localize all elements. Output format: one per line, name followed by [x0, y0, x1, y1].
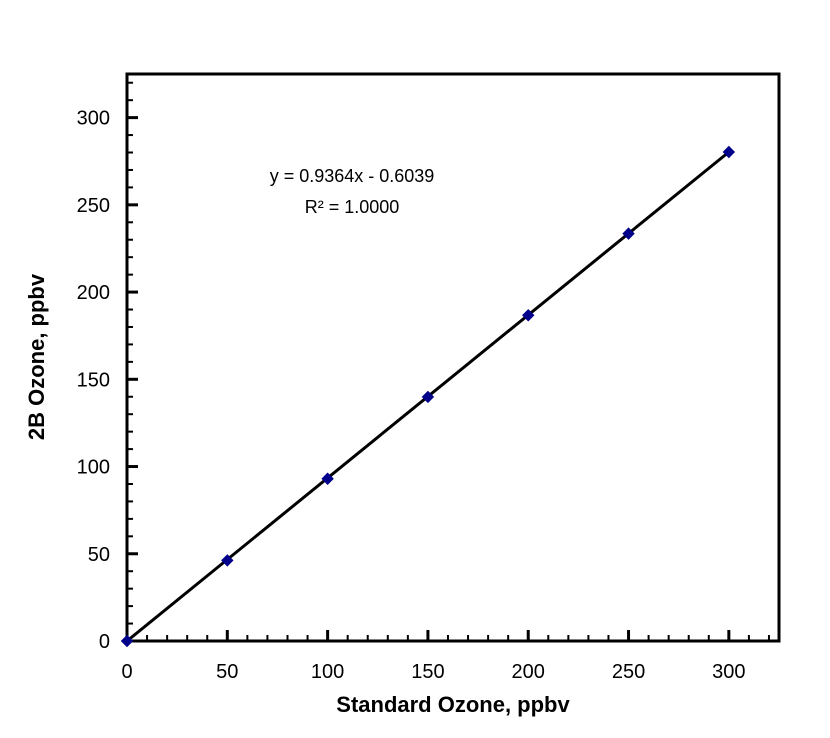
equation-label: y = 0.9364x - 0.6039 [270, 166, 435, 186]
x-axis-tick-label: 50 [216, 661, 238, 683]
x-axis-tick-label: 300 [712, 661, 745, 683]
data-point-marker [120, 634, 134, 648]
plot-border [125, 72, 781, 643]
y-axis-tick-label: 150 [77, 369, 110, 391]
x-axis-tick-label: 100 [311, 661, 344, 683]
data-series-layer [120, 145, 736, 648]
y-axis-tick-label: 200 [77, 282, 110, 304]
y-axis-tick-label: 100 [77, 457, 110, 479]
y-axis-tick-label: 50 [88, 544, 110, 566]
data-point-marker [421, 390, 435, 404]
x-axis-tick-label: 0 [121, 661, 132, 683]
x-axis-ticks [125, 630, 770, 641]
y-axis-tick-label: 250 [77, 195, 110, 217]
y-axis-tick-labels: 0 50 100 150 200 250 300 [77, 108, 110, 653]
y-axis-ticks [127, 81, 138, 643]
data-point-marker [722, 145, 736, 159]
x-axis-tick-label: 250 [612, 661, 645, 683]
y-axis-tick-label: 300 [77, 108, 110, 130]
x-axis-tick-label: 150 [411, 661, 444, 683]
x-axis-tick-label: 200 [512, 661, 545, 683]
data-point-marker [622, 227, 635, 240]
data-point-marker [221, 554, 234, 567]
x-axis-tick-labels: 0 50 100 150 200 250 300 [121, 661, 745, 683]
y-axis-tick-label: 0 [99, 631, 110, 653]
data-point-marker [321, 472, 334, 485]
data-point-marker [522, 309, 535, 322]
r-squared-label: R² = 1.0000 [305, 197, 400, 217]
y-axis-title: 2B Ozone, ppbv [24, 273, 49, 440]
x-axis-title: Standard Ozone, ppbv [336, 692, 570, 717]
